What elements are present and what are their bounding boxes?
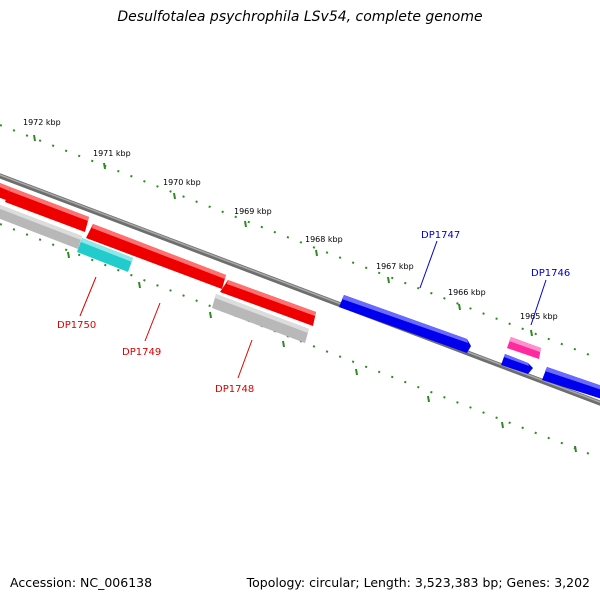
gene-dp1746-forward[interactable] bbox=[501, 354, 533, 374]
leader-line-dp1748 bbox=[237, 339, 253, 379]
leader-line-dp1749 bbox=[144, 302, 161, 342]
scale-label-1965: 1965 kbp bbox=[520, 312, 558, 321]
map-title: Desulfotalea psychrophila LSv54, complet… bbox=[117, 9, 483, 25]
outer-major-ticks bbox=[33, 134, 533, 337]
inner-major-ticks bbox=[67, 251, 577, 453]
scale-label-1970: 1970 kbp bbox=[163, 178, 201, 187]
leader-line-dp1750 bbox=[79, 276, 97, 317]
gene-dp1745[interactable] bbox=[542, 367, 600, 400]
outer-tick-track bbox=[0, 124, 600, 360]
scale-label-1971: 1971 kbp bbox=[93, 149, 131, 158]
scale-label-1966: 1966 kbp bbox=[448, 288, 486, 297]
gene-label-dp1750[interactable]: DP1750 bbox=[57, 320, 96, 331]
scale-label-1968: 1968 kbp bbox=[305, 235, 343, 244]
reverse-strand-genes bbox=[0, 181, 316, 326]
gray-feature-right[interactable] bbox=[212, 294, 309, 343]
genome-summary-text: Topology: circular; Length: 3,523,383 bp… bbox=[246, 575, 590, 590]
gene-dp1748[interactable] bbox=[220, 280, 316, 326]
rna-gene[interactable] bbox=[507, 337, 541, 359]
scale-label-1967: 1967 kbp bbox=[376, 262, 414, 271]
gene-label-dp1748[interactable]: DP1748 bbox=[215, 384, 254, 395]
scale-label-1969: 1969 kbp bbox=[234, 207, 272, 216]
leader-line-dp1746 bbox=[530, 279, 547, 326]
scale-label-1972: 1972 kbp bbox=[23, 118, 61, 127]
feature-track bbox=[0, 203, 309, 343]
gene-labels: DP1747 DP1746 DP1750 DP1749 DP1748 bbox=[57, 230, 570, 395]
gene-label-dp1747[interactable]: DP1747 bbox=[421, 230, 460, 241]
accession-text: Accession: NC_006138 bbox=[10, 575, 153, 590]
outer-minor-ticks bbox=[0, 124, 600, 360]
gene-dp1749[interactable] bbox=[86, 224, 226, 289]
gene-dp1751[interactable] bbox=[0, 181, 10, 200]
gene-label-dp1746[interactable]: DP1746 bbox=[531, 268, 570, 279]
gene-label-dp1749[interactable]: DP1749 bbox=[122, 347, 161, 358]
cyan-feature[interactable] bbox=[77, 238, 133, 272]
leader-line-dp1747 bbox=[419, 240, 438, 289]
scale-labels: 1972 kbp 1971 kbp 1970 kbp 1969 kbp 1968… bbox=[23, 118, 558, 321]
forward-strand-genes bbox=[339, 295, 600, 400]
gene-dp1750[interactable] bbox=[5, 187, 89, 232]
genome-backbone bbox=[0, 173, 600, 406]
gene-dp1747[interactable] bbox=[339, 295, 471, 353]
gray-feature-left[interactable] bbox=[0, 203, 82, 249]
